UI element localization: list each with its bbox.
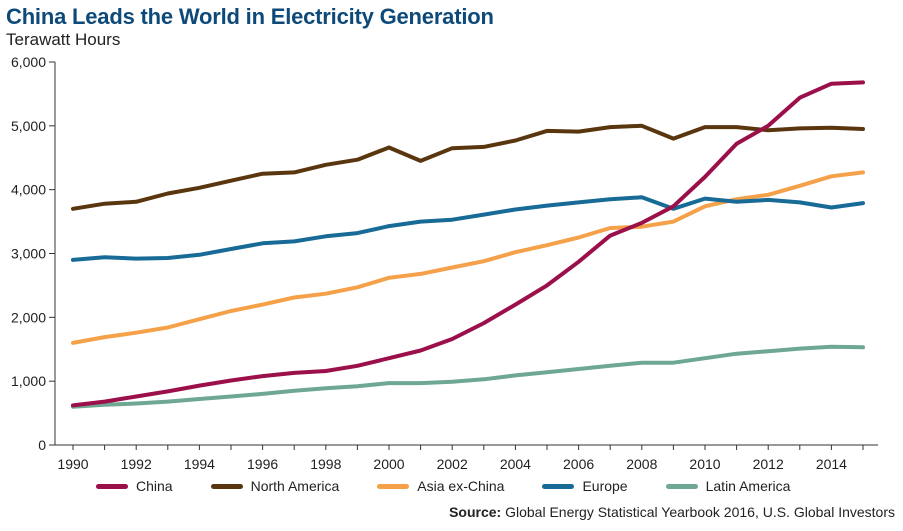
- legend-swatch: [377, 483, 410, 489]
- legend-item: North America: [210, 478, 340, 494]
- legend-label: China: [136, 478, 173, 494]
- legend-swatch: [542, 483, 575, 489]
- x-tick-label: 1998: [310, 456, 341, 472]
- x-tick-label: 2006: [563, 456, 594, 472]
- y-tick-label: 4,000: [11, 182, 46, 198]
- y-tick-label: 0: [38, 437, 46, 453]
- y-tick-label: 2,000: [11, 309, 46, 325]
- x-tick-label: 1994: [184, 456, 215, 472]
- legend-label: Asia ex-China: [417, 478, 505, 494]
- series-line-north-america: [71, 123, 865, 211]
- source-text: Global Energy Statistical Yearbook 2016,…: [501, 504, 895, 520]
- legend-item: Asia ex-China: [377, 478, 504, 494]
- chart-legend: China North America Asia ex-China Europe Lat…: [96, 478, 828, 494]
- legend-item: Latin America: [665, 478, 791, 494]
- x-tick-label: 1992: [121, 456, 152, 472]
- chart-subtitle: Terawatt Hours: [6, 30, 121, 49]
- series-line-latin-america: [71, 344, 865, 409]
- series-line-china: [71, 80, 865, 408]
- source-note: Source: Global Energy Statistical Yearbo…: [449, 504, 895, 520]
- legend-swatch: [96, 483, 128, 489]
- legend-item: China: [96, 478, 173, 494]
- series-line-asia-ex-china: [71, 170, 865, 345]
- x-tick-label: 2004: [500, 456, 531, 472]
- chart-title: China Leads the World in Electricity Gen…: [6, 4, 494, 29]
- y-tick-label: 5,000: [11, 118, 46, 134]
- legend-swatch: [210, 483, 243, 489]
- source-label: Source:: [449, 504, 502, 520]
- chart-series: [71, 80, 865, 409]
- y-tick-label: 6,000: [11, 54, 46, 70]
- x-tick-label: 2010: [689, 456, 720, 472]
- x-tick-label: 2012: [753, 456, 784, 472]
- x-tick-label: 2008: [626, 456, 657, 472]
- y-tick-label: 1,000: [11, 373, 46, 389]
- x-tick-label: 1990: [57, 456, 88, 472]
- x-tick-label: 1996: [247, 456, 278, 472]
- legend-item: Europe: [542, 478, 628, 494]
- x-tick-label: 2002: [437, 456, 468, 472]
- x-tick-label: 2000: [373, 456, 404, 472]
- chart-axes: 0 1,000 2,000 3,000 4,000 5,000 6,000 1990 1992 1…: [11, 54, 878, 472]
- legend-label: Latin America: [705, 478, 791, 494]
- y-tick-label: 3,000: [11, 246, 46, 262]
- series-line-europe: [71, 195, 865, 262]
- x-tick-label: 2014: [816, 456, 847, 472]
- legend-label: Europe: [582, 478, 628, 494]
- legend-swatch: [665, 483, 698, 489]
- legend-label: North America: [250, 478, 340, 494]
